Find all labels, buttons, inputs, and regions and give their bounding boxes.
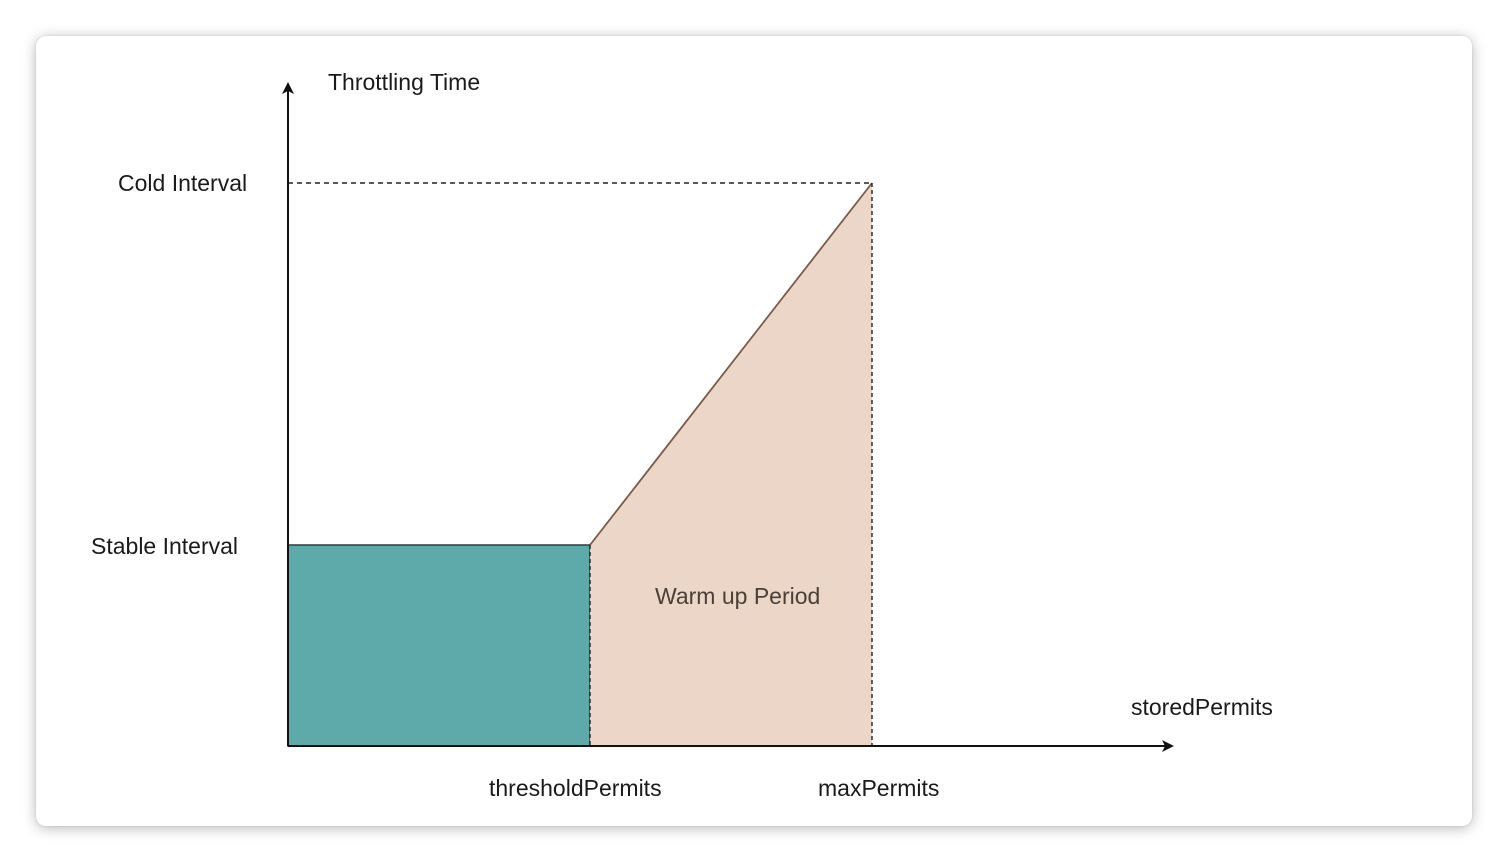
warmup-region	[590, 183, 872, 746]
threshold-permits-label: thresholdPermits	[489, 775, 662, 801]
cold-interval-label: Cold Interval	[118, 170, 248, 196]
stable-region	[287, 544, 591, 747]
max-permits-label: maxPermits	[818, 775, 940, 801]
warmup-period-label: Warm up Period	[655, 583, 821, 609]
stable-interval-label: Stable Interval	[91, 533, 239, 559]
y-axis-label: Throttling Time	[328, 69, 481, 95]
warmup-slope-line	[589, 182, 873, 546]
x-axis-label: storedPermits	[1131, 694, 1273, 720]
